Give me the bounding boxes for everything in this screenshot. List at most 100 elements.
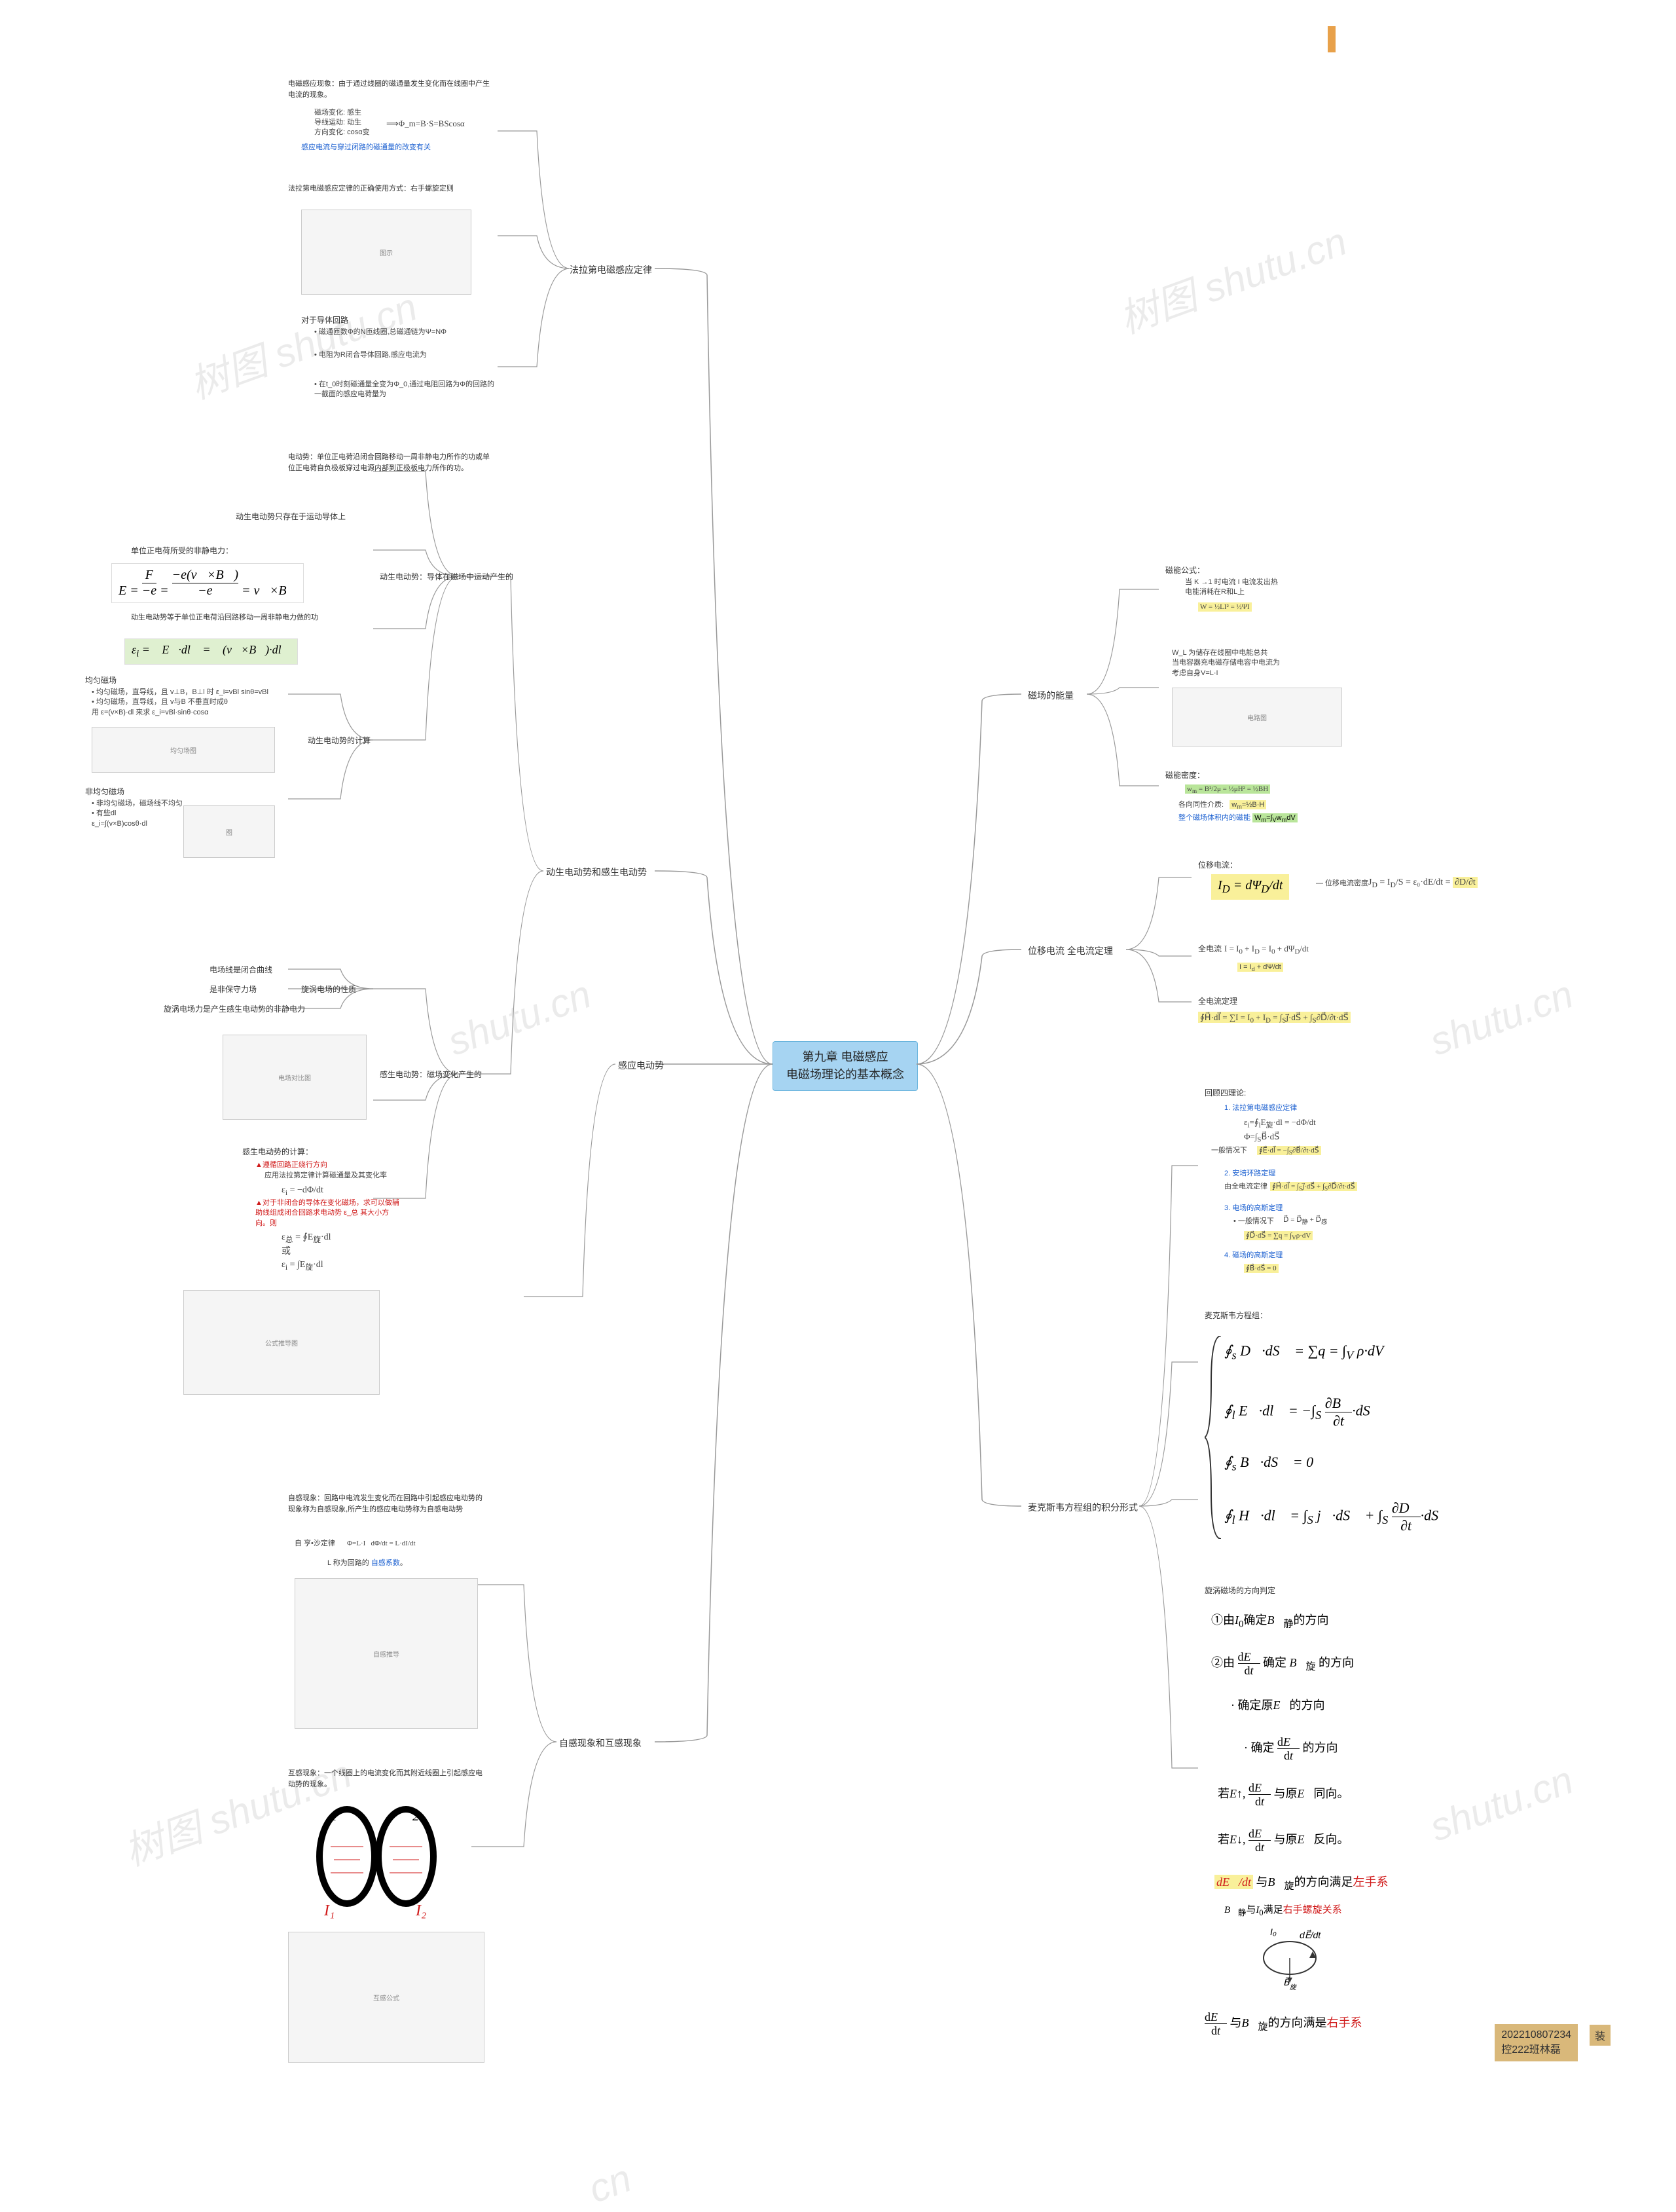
faraday-diagram: 图示 bbox=[301, 210, 471, 295]
node-emf-integral-desc: 动生电动势等于单位正电荷沿回路移动一周非静电力做的功 bbox=[131, 612, 327, 623]
watermark: 树图 shutu.cn bbox=[1110, 210, 1353, 344]
footer-right: 装 bbox=[1590, 2025, 1611, 2046]
conductor-desc2: • 电阻为R闭合导体回路,感应电流为 bbox=[314, 350, 484, 360]
node-displacement-current[interactable]: 位移电流 全电流定理 bbox=[1028, 944, 1113, 957]
total-current-label: 全电流 bbox=[1198, 943, 1222, 954]
induced-formula2: ε总 = ∮E旋·dl或εi = ∫E旋·dl bbox=[282, 1231, 331, 1273]
review4: 由全电流定律 bbox=[1224, 1182, 1267, 1192]
energy-density-formula: wm = B²/2μ = ½μH² = ½BH bbox=[1185, 784, 1270, 796]
root-line1: 第九章 电磁感应 bbox=[786, 1048, 904, 1066]
dir9: dE⃗dt 与B⃗旋的方向满是右手系 bbox=[1205, 2010, 1362, 2038]
nonuniform-diagram: 图 bbox=[183, 805, 275, 858]
displacement-label: 位移电流： bbox=[1198, 859, 1237, 870]
self-henry-formula: Φ=L·I dΦ/dt = L·dI/dt bbox=[347, 1539, 416, 1549]
node-self-phenom: 自感现象：回路中电流发生变化而在回路中引起感应电动势的现象称为自感现象,所产生的… bbox=[288, 1493, 484, 1515]
review2-formula: ∮E⃗·dl⃗ = −∫S∂B⃗/∂t·dS⃗ bbox=[1257, 1146, 1321, 1157]
total-current-box: I = Id + dΨ/dt bbox=[1237, 963, 1283, 974]
review5: 3. 电场的高斯定理 bbox=[1224, 1204, 1283, 1213]
force-formula: E = F−e = −e(v⃗×B⃗)−e = v⃗×B⃗ bbox=[111, 563, 304, 603]
maxwell-eq4: ∮l H⃗·dl⃗ = ∫S j⃗·dS⃗ + ∫S ∂D⃗∂t·dS⃗ bbox=[1224, 1500, 1449, 1534]
node-faraday-law[interactable]: 法拉第电磁感应定律 bbox=[570, 263, 652, 276]
flux-change-1: 磁场变化: 感生 bbox=[314, 108, 361, 118]
dir2: ②由 dE⃗dt 确定 B⃗旋 的方向 bbox=[1211, 1650, 1354, 1678]
uniform-desc: • 均匀磁场，直导线，且 v⊥B，B⊥l 时 ε_i=vBl sinθ=vBl … bbox=[92, 688, 288, 718]
energy-param-vac: 各向同性介质: wm=½B·H bbox=[1178, 800, 1266, 811]
node-mutual-phenom: 互感现象：一个线圈上的电流变化而其附近线圈上引起感应电动势的现象。 bbox=[288, 1768, 484, 1790]
node-self-mutual[interactable]: 自感现象和互感现象 bbox=[559, 1737, 642, 1750]
flux-formula: ⟹Φ_m=B·S=BScosα bbox=[386, 118, 465, 130]
self-henry: 自 亨•沙定律 bbox=[295, 1539, 335, 1549]
review3: 2. 安培环路定理 bbox=[1224, 1169, 1275, 1179]
review2: 一般情况下 bbox=[1211, 1146, 1247, 1156]
maxwell-eqs-label: 麦克斯韦方程组： bbox=[1205, 1310, 1267, 1321]
node-induced-calc: 感生电动势的计算： bbox=[242, 1146, 313, 1157]
review4-formula: ∮H⃗·dl⃗ = ∫Sj⃗·dS⃗ + ∫S∂D⃗/∂t·dS⃗ bbox=[1270, 1182, 1357, 1193]
total-current-law-label: 全电流定理 bbox=[1198, 995, 1237, 1006]
svg-text:2: 2 bbox=[412, 1809, 419, 1824]
watermark: shutu.cn bbox=[442, 971, 597, 1064]
node-emf-description: 电动势：单位正电荷沿闭合回路移动一周非静电力所作的功或单位正电荷自负极板穿过电源… bbox=[288, 452, 491, 473]
maxwell-eq2: ∮l E⃗·dl⃗ = −∫S ∂B⃗∂t·dS⃗ bbox=[1224, 1395, 1381, 1429]
review7: 4. 磁场的高斯定理 bbox=[1224, 1251, 1283, 1261]
dir8: B⃗静与I0满足右手螺旋关系 bbox=[1224, 1902, 1342, 1918]
review6-formula: D⃗ = D⃗静 + D⃗感 bbox=[1283, 1215, 1327, 1226]
review7-formula: ∮B⃗·dS⃗ = 0 bbox=[1244, 1264, 1279, 1274]
svg-text:dE⃗/dt: dE⃗/dt bbox=[1300, 1929, 1321, 1940]
energy-density-label: 磁能密度： bbox=[1165, 769, 1205, 781]
root-node[interactable]: 第九章 电磁感应 电磁场理论的基本概念 bbox=[773, 1041, 918, 1091]
energy-volume: 整个磁场体积内的磁能 Wm=∫VwmdV bbox=[1178, 813, 1298, 824]
footer-id: 202210807234 控222班林磊 bbox=[1495, 2024, 1578, 2061]
induced-tri2: ▲对于非闭合的导体在变化磁场，求可以做辅助线组成闭合回路求电动势 ε_总 其大小… bbox=[255, 1198, 399, 1228]
watermark: shutu.cn bbox=[1424, 1757, 1579, 1850]
dir6: 若E↓, dE⃗dt 与原E⃗反向。 bbox=[1218, 1827, 1349, 1854]
node-magnetic-energy[interactable]: 磁场的能量 bbox=[1028, 689, 1074, 702]
review-label: 回顾四理论: bbox=[1205, 1087, 1246, 1098]
induced-extra-diagram: 公式推导图 bbox=[183, 1290, 380, 1395]
node-faraday-usage: 法拉第电磁感应定律的正确使用方式：右手螺旋定则 bbox=[288, 183, 471, 194]
node-motional-induced-emf[interactable]: 动生电动势和感生电动势 bbox=[546, 866, 647, 879]
total-current-law-formula: ∮H⃗·dl⃗ = ∑I = I0 + ID = ∫Sj⃗·dS⃗ + ∫S∂D… bbox=[1198, 1012, 1351, 1026]
induced-tri1-desc: 应用法拉第定律计算磁通量及其变化率 bbox=[264, 1171, 387, 1181]
node-motional-emf[interactable]: 动生电动势：导体在磁场中运动产生的 bbox=[380, 571, 513, 582]
svg-text:I₂: I₂ bbox=[415, 1902, 426, 1919]
induced-tri1: ▲遵循回路正绕行方向 bbox=[255, 1160, 327, 1170]
page-marker bbox=[1328, 26, 1336, 52]
node-uniform-field: 均匀磁场 bbox=[85, 674, 117, 686]
mutual-coil-diagram: 1 2 I₁ I₂ bbox=[295, 1801, 465, 1919]
flux-related: 感应电流与穿过闭路的磁通量的改变有关 bbox=[301, 143, 431, 153]
dir4: · 确定 dE⃗dt 的方向 bbox=[1244, 1735, 1338, 1763]
direction-circle: I₀ dE⃗/dt B⃗旋 bbox=[1250, 1925, 1329, 1991]
svg-text:1: 1 bbox=[331, 1809, 337, 1824]
node-maxwell-integral[interactable]: 麦克斯韦方程组的积分形式 bbox=[1028, 1501, 1138, 1514]
displacement-formula: ID = dΨD/dt bbox=[1211, 874, 1289, 900]
emf-integral-formula: εi = ∮E⃗·dl⃗ = ∮(v⃗×B⃗)·dl⃗ bbox=[124, 638, 298, 665]
displacement-density-formula: JD = ID/S = ε₀·dE/dt = ∂D/∂t bbox=[1368, 876, 1478, 891]
node-induced-emf2[interactable]: 感生电动势：磁场变化产生的 bbox=[380, 1069, 482, 1080]
watermark: shutu.cn bbox=[1424, 971, 1579, 1064]
conductor-desc3: • 在t_0时刻磁通量全变为Φ_0,通过电阻回路为Φ的回路的一截面的感应电荷量为 bbox=[314, 380, 498, 400]
energy-formula-label: 磁能公式： bbox=[1165, 564, 1205, 576]
root-line2: 电磁场理论的基本概念 bbox=[786, 1066, 904, 1084]
dir7: dE⃗/dt 与B⃗旋的方向满足左手系 bbox=[1214, 1873, 1389, 1892]
eddy-dir-label: 旋涡磁场的方向判定 bbox=[1205, 1585, 1275, 1596]
node-nonuniform-field: 非均匀磁场 bbox=[85, 786, 124, 797]
conductor-desc1: • 磁通匝数Φ的N匝线圈,总磁通链为Ψ=NΦ bbox=[314, 327, 484, 337]
dir5: 若E↑, dE⃗dt 与原E⃗同向。 bbox=[1218, 1781, 1349, 1809]
dir3: · 确定原E⃗的方向 bbox=[1231, 1696, 1325, 1713]
review6: • 一般情况下 bbox=[1233, 1217, 1274, 1226]
node-motional-calc[interactable]: 动生电动势的计算 bbox=[308, 735, 371, 746]
node-eddy-line: 电场线是闭合曲线 bbox=[210, 964, 272, 975]
energy-desc: 当 K →1 时电流 I 电流发出热 电能消耗在R和L上 bbox=[1185, 578, 1329, 598]
flux-change-3: 方向变化: cosα变 bbox=[314, 128, 370, 138]
mutual-formulas: 互感公式 bbox=[288, 1932, 484, 2063]
self-inductance-diagram: 自感推导 bbox=[295, 1578, 478, 1729]
field-comparison: 电场对比图 bbox=[223, 1035, 367, 1120]
node-induced-emf-main[interactable]: 感应电动势 bbox=[618, 1059, 664, 1072]
watermark: cn bbox=[583, 2155, 637, 2212]
flux-change-2: 导线运动: 动生 bbox=[314, 118, 361, 128]
review1-formula: εi=∮lE旋·dl = −dΦ/dtΦ=∫SB⃗·dS⃗ bbox=[1244, 1116, 1316, 1145]
displacement-density-label: — 位移电流密度 bbox=[1316, 879, 1368, 889]
node-eddy-properties[interactable]: 旋涡电场的性质 bbox=[301, 984, 356, 995]
maxwell-eq3: ∮s B⃗·dS⃗ = 0 bbox=[1224, 1454, 1313, 1473]
review6-formula2: ∮D⃗·dS⃗ = ∑q = ∫Vρ·dV bbox=[1244, 1231, 1313, 1242]
